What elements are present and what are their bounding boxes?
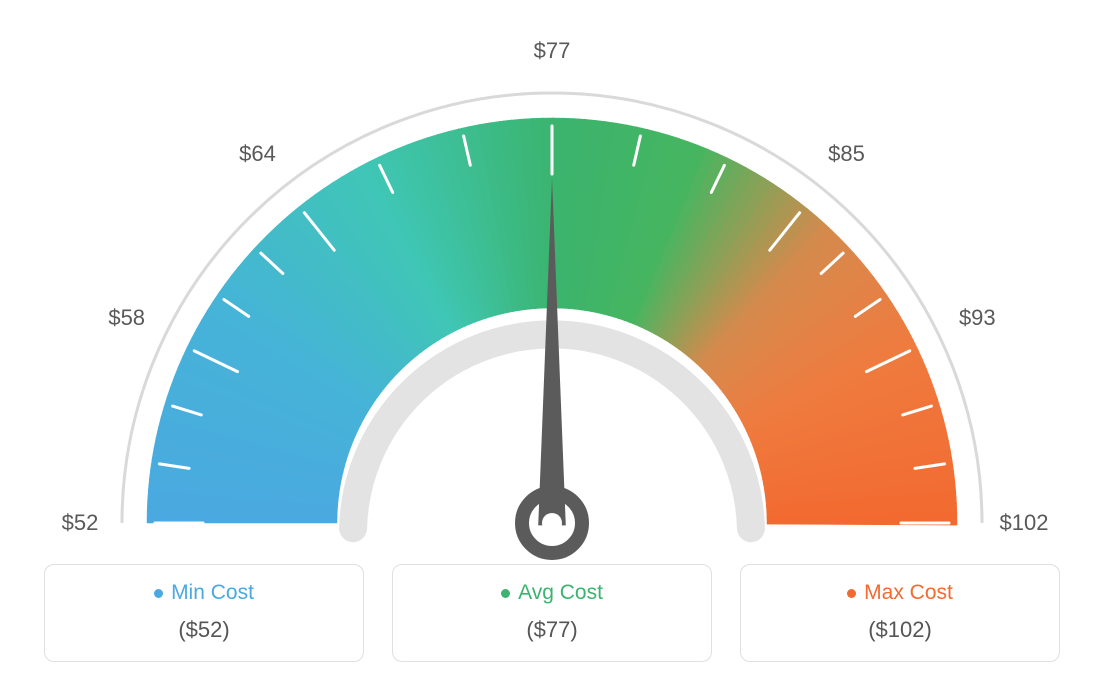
legend-dot-avg <box>501 589 510 598</box>
legend-title-min-text: Min Cost <box>171 581 254 605</box>
gauge-tick-label: $52 <box>62 510 99 536</box>
legend-title-max-text: Max Cost <box>864 581 953 605</box>
legend-card-min: Min Cost ($52) <box>44 564 364 662</box>
gauge-tick-label: $102 <box>1000 510 1049 536</box>
legend-value-avg: ($77) <box>411 617 693 643</box>
legend-card-max: Max Cost ($102) <box>740 564 1060 662</box>
gauge-svg <box>22 18 1082 578</box>
legend-dot-min <box>154 589 163 598</box>
legend-dot-max <box>847 589 856 598</box>
gauge-tick-label: $85 <box>828 141 865 167</box>
legend-title-min: Min Cost <box>154 581 254 605</box>
legend-title-max: Max Cost <box>847 581 953 605</box>
legend-row: Min Cost ($52) Avg Cost ($77) Max Cost (… <box>0 564 1104 662</box>
legend-value-max: ($102) <box>759 617 1041 643</box>
legend-value-min: ($52) <box>63 617 345 643</box>
legend-title-avg: Avg Cost <box>501 581 603 605</box>
legend-title-avg-text: Avg Cost <box>518 581 603 605</box>
gauge-tick-label: $93 <box>959 305 996 331</box>
legend-card-avg: Avg Cost ($77) <box>392 564 712 662</box>
gauge-tick-label: $77 <box>534 38 571 64</box>
gauge-tick-label: $64 <box>239 141 276 167</box>
gauge-tick-label: $58 <box>108 305 145 331</box>
gauge-chart: $52 $58 $64 $77 $85 $93 $102 <box>0 0 1104 560</box>
